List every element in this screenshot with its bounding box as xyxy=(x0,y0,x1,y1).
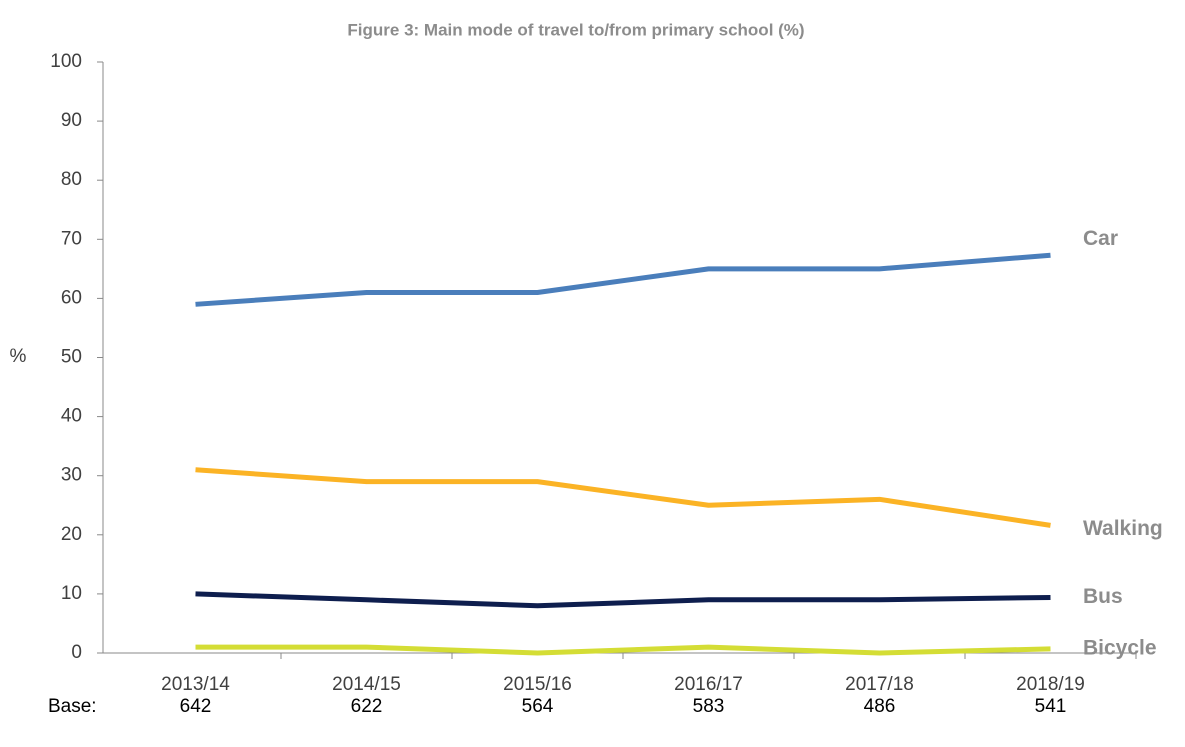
chart-title: Figure 3: Main mode of travel to/from pr… xyxy=(347,20,804,39)
y-tick-label: 60 xyxy=(61,287,82,308)
base-value: 583 xyxy=(693,696,725,717)
x-tick-label: 2013/14 xyxy=(161,674,230,695)
y-tick-label: 40 xyxy=(61,406,82,427)
base-value: 622 xyxy=(351,696,383,717)
x-tick-label: 2018/19 xyxy=(1016,674,1085,695)
series-line xyxy=(195,591,1051,609)
y-tick-label: 90 xyxy=(61,110,82,131)
x-tick-label: 2017/18 xyxy=(845,674,914,695)
series-line xyxy=(195,252,1051,307)
y-tick-label: 0 xyxy=(71,642,82,663)
series-label: Walking xyxy=(1083,517,1163,540)
x-tick-label: 2016/17 xyxy=(674,674,743,695)
x-tick-label: 2015/16 xyxy=(503,674,572,695)
y-tick-label: 70 xyxy=(61,228,82,249)
base-value: 564 xyxy=(522,696,554,717)
y-tick-label: 10 xyxy=(61,583,82,604)
y-tick-label: 30 xyxy=(61,465,82,486)
series-label: Car xyxy=(1083,227,1118,250)
series-label: Bus xyxy=(1083,585,1123,608)
base-value: 642 xyxy=(180,696,212,717)
y-tick-label: 80 xyxy=(61,169,82,190)
y-tick-label: 100 xyxy=(50,51,82,72)
y-axis-label: % xyxy=(10,346,27,367)
series-line xyxy=(195,644,1051,656)
base-value: 486 xyxy=(864,696,896,717)
series-line xyxy=(195,467,1051,528)
x-tick-label: 2014/15 xyxy=(332,674,401,695)
base-label: Base: xyxy=(48,696,97,717)
y-tick-label: 20 xyxy=(61,524,82,545)
series-label: Bicycle xyxy=(1083,636,1157,659)
base-value: 541 xyxy=(1035,696,1067,717)
y-tick-label: 50 xyxy=(61,347,82,368)
